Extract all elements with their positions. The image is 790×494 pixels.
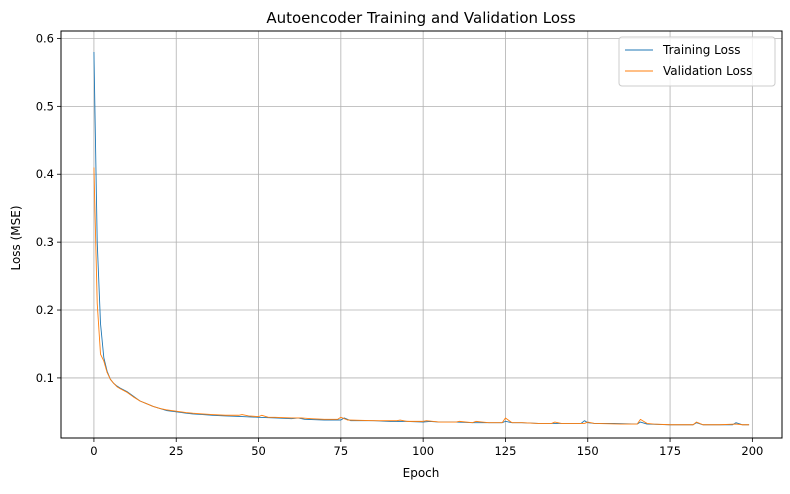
legend-label: Training Loss bbox=[662, 43, 740, 57]
series-line-validation-loss bbox=[93, 167, 750, 426]
legend-entries: Training Loss Validation Loss bbox=[625, 43, 752, 78]
x-tick-label: 200 bbox=[741, 444, 763, 458]
x-tick-label: 50 bbox=[251, 444, 266, 458]
y-axis-label: Loss (MSE) bbox=[9, 205, 23, 270]
legend: Training Loss Validation Loss bbox=[618, 36, 776, 87]
x-tick-label: 75 bbox=[334, 444, 349, 458]
x-axis-label: Epoch bbox=[403, 466, 440, 480]
x-tick-label: 0 bbox=[90, 444, 97, 458]
chart-title: Autoencoder Training and Validation Loss bbox=[266, 9, 576, 27]
tick-layer: 0 25 50 75 100 125 150 175 200 0.1 0.2 0.3 0.4 0.5 0.6 bbox=[36, 31, 764, 458]
legend-label: Validation Loss bbox=[663, 64, 752, 78]
y-tick-label: 0.4 bbox=[36, 167, 54, 181]
y-tick-label: 0.6 bbox=[36, 31, 54, 45]
x-tick-label: 175 bbox=[659, 444, 681, 458]
x-tick-label: 125 bbox=[494, 444, 516, 458]
grid-layer bbox=[61, 31, 782, 438]
plot-frame bbox=[60, 30, 783, 439]
y-tick-label: 0.1 bbox=[36, 371, 54, 385]
y-tick-label: 0.5 bbox=[36, 99, 54, 113]
series-layer bbox=[93, 52, 750, 426]
y-tick-label: 0.2 bbox=[36, 303, 54, 317]
legend-box bbox=[618, 36, 776, 87]
x-tick-label: 100 bbox=[412, 444, 434, 458]
y-tick-label: 0.3 bbox=[36, 235, 54, 249]
x-tick-label: 25 bbox=[169, 444, 184, 458]
x-tick-label: 150 bbox=[577, 444, 599, 458]
